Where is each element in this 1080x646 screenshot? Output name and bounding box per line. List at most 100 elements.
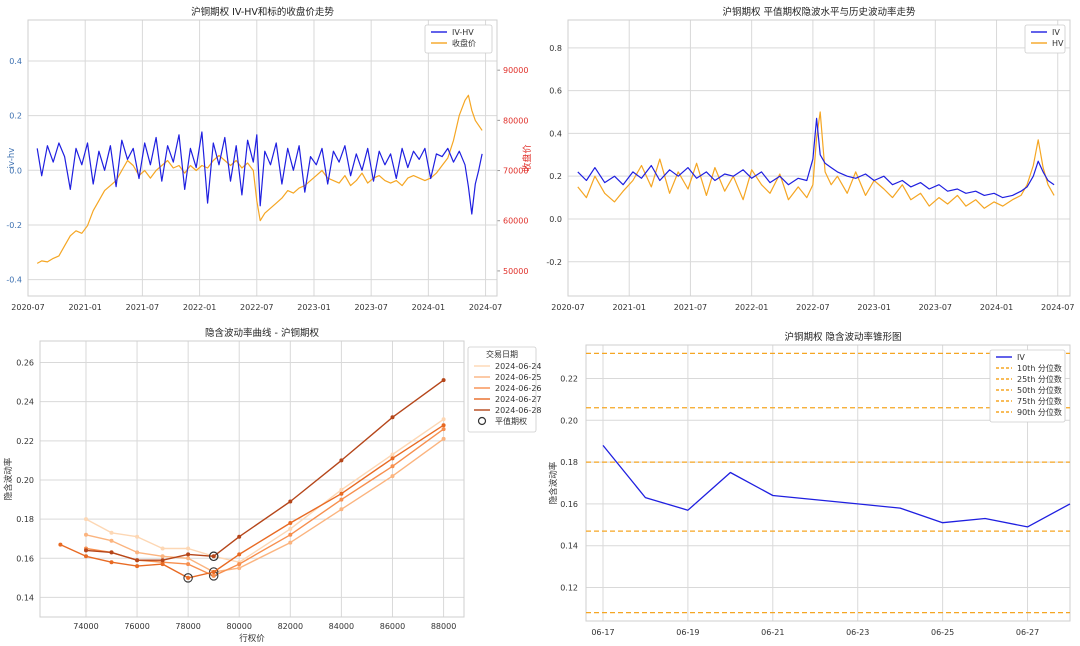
chart3-point: [339, 458, 344, 463]
chart3-point: [390, 474, 395, 479]
chart3-ytick-label: 0.16: [16, 554, 34, 563]
chart2-ytick-label: 0.4: [549, 129, 562, 138]
chart3-point: [186, 556, 191, 561]
chart3-xtick-label: 82000: [278, 622, 303, 631]
legend-label-0: IV: [1052, 28, 1060, 37]
chart3-point: [288, 540, 293, 545]
chart4-xtick-label: 06-19: [676, 628, 699, 637]
chart3-point: [237, 534, 242, 539]
legend-label-5: 平值期权: [495, 416, 527, 426]
legend-title: 交易日期: [486, 349, 518, 359]
chart4-ytick-label: 0.12: [560, 584, 578, 593]
chart1-iv-hv-line: [36, 131, 483, 215]
chart3-point: [135, 550, 140, 555]
chart3-point: [135, 564, 140, 569]
chart3-point: [288, 499, 293, 504]
chart1-xtick-label: 2021-07: [126, 303, 159, 312]
chart3-point: [441, 423, 446, 428]
chart3-point: [211, 554, 216, 559]
chart4-ytick-label: 0.16: [560, 500, 578, 509]
chart3-point: [160, 558, 165, 563]
chart3-point: [160, 546, 165, 551]
chart3-ytick-label: 0.18: [16, 515, 34, 524]
chart3-point: [160, 554, 165, 559]
legend-label-1: 收盘价: [452, 38, 476, 48]
chart3-xtick-label: 88000: [431, 622, 456, 631]
chart4-ylabel: 隐含波动率: [548, 461, 559, 504]
chart3-series-line-4: [85, 379, 445, 561]
legend-label-0: 2024-06-24: [495, 362, 542, 371]
chart1-xtick-label: 2023-01: [297, 303, 330, 312]
chart2-xtick-label: 2024-07: [1041, 303, 1074, 312]
chart2-xtick-label: 2023-07: [919, 303, 952, 312]
chart2-xtick-label: 2022-01: [735, 303, 768, 312]
chart1-xtick-label: 2022-01: [183, 303, 216, 312]
chart3-point: [109, 538, 114, 543]
legend-marker-atm: [477, 416, 487, 426]
chart3-point: [186, 546, 191, 551]
chart1-ylabel: iv-hv: [7, 148, 17, 169]
chart4-xtick-label: 06-27: [1016, 628, 1039, 637]
chart1-xtick-label: 2023-07: [354, 303, 387, 312]
chart3-atm-marker: [183, 573, 193, 583]
chart1-frame: [27, 19, 498, 297]
chart4-frame: [585, 344, 1071, 622]
chart4-xtick-label: 06-21: [761, 628, 784, 637]
chart3-point: [84, 517, 88, 522]
chart2-xtick-label: 2021-01: [613, 303, 646, 312]
chart2-xtick-label: 2022-07: [796, 303, 829, 312]
chart3-ytick-label: 0.22: [16, 437, 34, 446]
chart3-ytick-label: 0.26: [16, 359, 34, 368]
chart4-xtick-label: 06-23: [846, 628, 869, 637]
chart3-point: [84, 554, 88, 559]
chart1-ytick-label: 0.2: [9, 112, 22, 121]
chart2-xtick-label: 2024-01: [980, 303, 1013, 312]
legend-label-1: HV: [1052, 39, 1064, 48]
chart3-point: [441, 378, 446, 383]
chart2-ytick-label: 0.8: [549, 44, 562, 53]
chart4-iv-line: [602, 444, 1071, 528]
legend-label-2: 2024-06-26: [495, 384, 542, 393]
chart3-point: [390, 464, 395, 469]
chart2-xtick-label: 2021-07: [674, 303, 707, 312]
chart1-xtick-label: 2024-07: [469, 303, 502, 312]
legend-label-3: 50th 分位数: [1017, 385, 1062, 395]
chart3-point: [339, 491, 344, 496]
chart3-xtick-label: 78000: [175, 622, 200, 631]
chart3-point: [288, 521, 293, 525]
chart3-point: [237, 566, 242, 571]
chart3-point: [339, 507, 344, 512]
chart3-series-line-1: [85, 438, 445, 573]
chart1-y2tick-label: 50000: [503, 267, 528, 276]
legend-label-4: 75th 分位数: [1017, 396, 1062, 406]
chart3-point: [390, 456, 395, 461]
chart3-series-line-2: [85, 428, 445, 577]
chart3-point: [186, 552, 191, 557]
chart2-hv-line: [577, 111, 1055, 209]
chart3-ytick-label: 0.14: [16, 593, 34, 602]
chart3-point: [135, 558, 140, 563]
chart3-point: [186, 562, 191, 567]
chart2-xtick-label: 2023-01: [857, 303, 890, 312]
chart3-xtick-label: 84000: [329, 622, 354, 631]
chart1-title: 沪铜期权 IV-HV和标的收盘价走势: [191, 6, 334, 18]
chart3-point: [237, 562, 242, 567]
chart4-ytick-label: 0.18: [560, 458, 578, 467]
chart3-point: [109, 550, 114, 555]
chart3-xtick-label: 74000: [73, 622, 98, 631]
chart3-atm-marker: [208, 551, 219, 562]
chart3-point: [84, 532, 88, 537]
chart3-point: [441, 427, 446, 432]
chart3-legend: [467, 346, 537, 433]
chart3-point: [186, 575, 191, 580]
chart1-y2tick-label: 70000: [503, 167, 528, 176]
chart2-frame: [567, 19, 1071, 297]
chart3-point: [441, 436, 446, 441]
chart3-point: [288, 526, 293, 531]
chart3-point: [288, 532, 293, 537]
legend-label-5: 90th 分位数: [1017, 407, 1062, 417]
chart2-title: 沪铜期权 平值期权隐波水平与历史波动率走势: [722, 6, 916, 18]
chart1-y2tick-label: 60000: [503, 217, 528, 226]
legend-label-1: 10th 分位数: [1017, 363, 1062, 373]
